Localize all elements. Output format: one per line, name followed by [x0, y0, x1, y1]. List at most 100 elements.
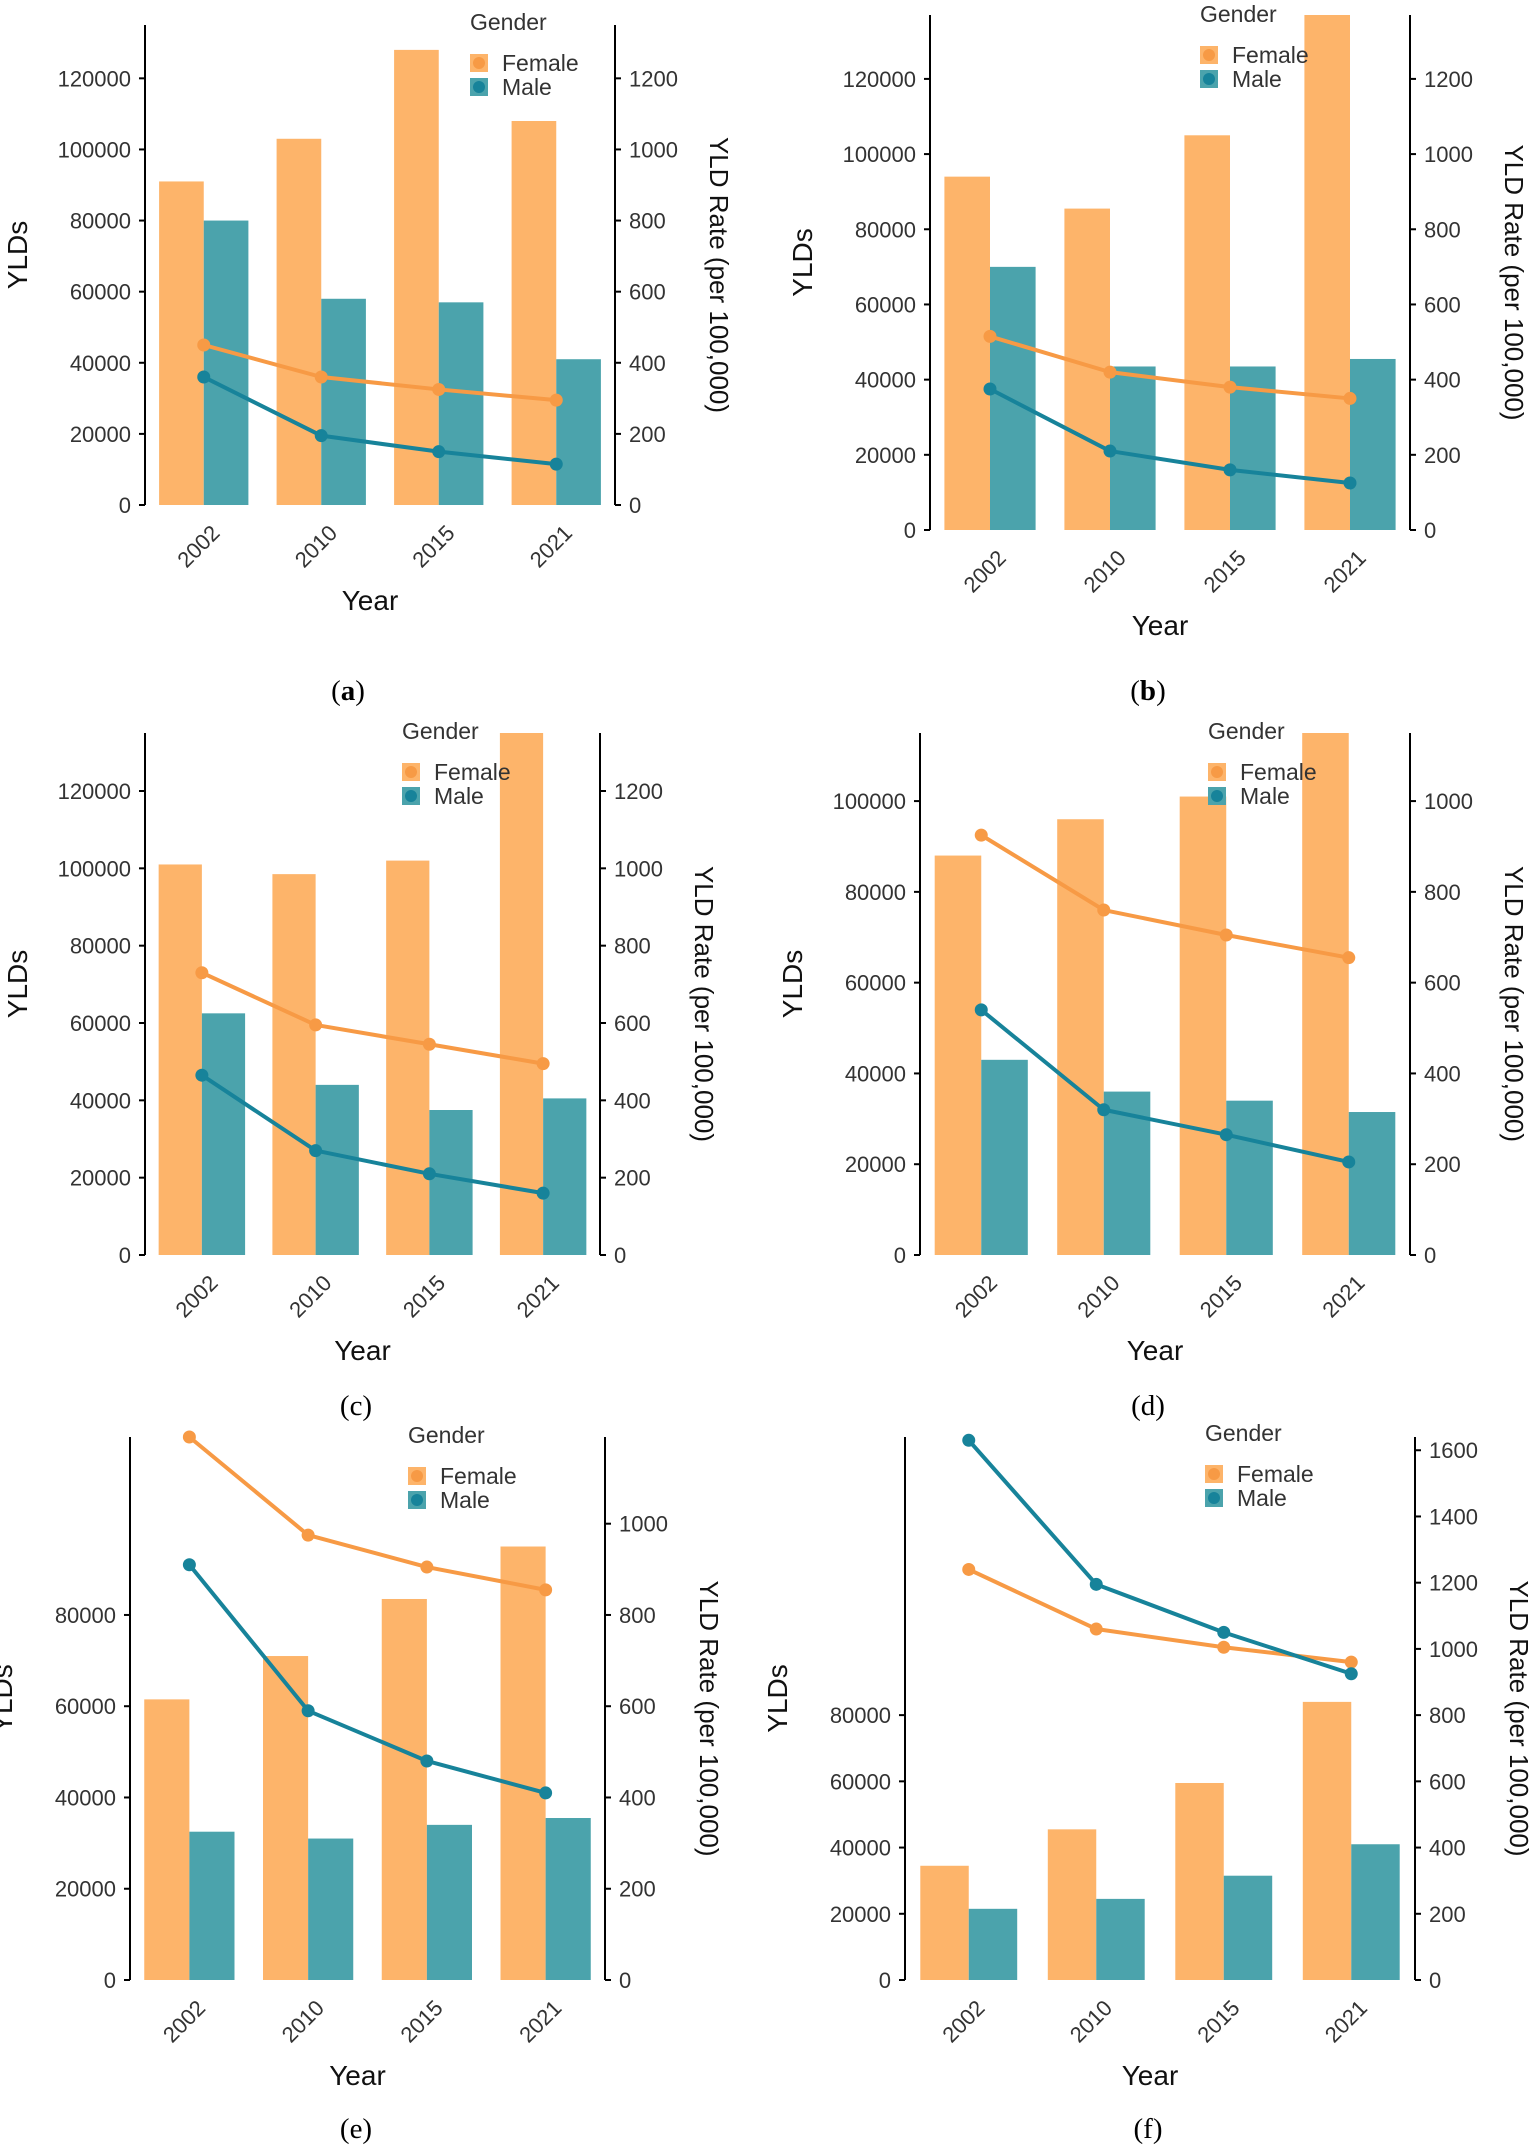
- line-a-male: [202, 375, 557, 467]
- y2-tick-label-a: 600: [629, 280, 666, 305]
- bar-d-male-2021: [1348, 1112, 1396, 1255]
- y-tick-label-f: 20000: [830, 1902, 891, 1927]
- panel-label-e: (e): [340, 2113, 372, 2145]
- y2-tick-label-f: 1600: [1429, 1438, 1478, 1463]
- y2-axis-title-d: YLD Rate (per 100,000): [1499, 866, 1529, 1142]
- y-tick-label-a: 80000: [70, 209, 131, 234]
- y2-tick-label-a: 1000: [629, 137, 678, 162]
- legend-title-d: Gender: [1208, 718, 1285, 744]
- y2-tick-label-f: 800: [1429, 1703, 1466, 1728]
- legend-marker-e-male: [411, 1494, 423, 1506]
- legend-label-a-female: Female: [502, 50, 579, 76]
- legend-label-f-male: Male: [1237, 1485, 1287, 1511]
- y-tick-label-c: 120000: [58, 779, 131, 804]
- bar-d-female-2015: [1179, 796, 1227, 1255]
- point-e-female-2021: [539, 1583, 553, 1597]
- y2-axis-title-f: YLD Rate (per 100,000): [1504, 1580, 1534, 1856]
- line-e-male: [187, 1563, 547, 1795]
- bar-c-female-2015: [386, 860, 430, 1255]
- point-c-female-2021: [536, 1057, 550, 1071]
- y-tick-label-c: 60000: [70, 1011, 131, 1036]
- y-tick-label-a: 60000: [70, 280, 131, 305]
- x-tick-label-f: 2015: [1192, 1995, 1244, 2047]
- y2-tick-label-c: 0: [614, 1243, 626, 1268]
- legend-label-e-male: Male: [440, 1487, 490, 1513]
- y-tick-label-b: 60000: [855, 292, 916, 317]
- y2-tick-label-f: 200: [1429, 1902, 1466, 1927]
- bar-b-female-2021: [1304, 15, 1350, 530]
- y-axis-title-f: YLDs: [762, 1664, 793, 1732]
- y2-axis-title-c: YLD Rate (per 100,000): [689, 866, 719, 1142]
- y2-tick-label-c: 800: [614, 934, 651, 959]
- bar-e-male-2015: [426, 1824, 472, 1980]
- y2-tick-label-f: 0: [1429, 1968, 1441, 1993]
- y-tick-label-c: 80000: [70, 934, 131, 959]
- y2-tick-label-c: 1200: [614, 779, 663, 804]
- line-d-female: [980, 833, 1350, 960]
- bar-f-male-2002: [968, 1908, 1018, 1980]
- point-d-female-2015: [1219, 928, 1233, 942]
- y2-tick-label-d: 600: [1424, 971, 1461, 996]
- point-d-male-2010: [1097, 1103, 1111, 1117]
- line-a-female: [203, 343, 557, 403]
- y2-tick-label-c: 400: [614, 1088, 651, 1113]
- chart-panel-e: 0 20000 40000 60000 80000 0 200 400 600 800 1000 20…: [0, 1422, 724, 2145]
- point-b-male-2010: [1103, 444, 1117, 458]
- legend-label-e-female: Female: [440, 1463, 517, 1489]
- bar-c-male-2010: [315, 1084, 359, 1255]
- point-e-male-2015: [420, 1754, 434, 1768]
- y2-tick-label-b: 1000: [1424, 142, 1473, 167]
- x-tick-label-e: 2002: [158, 1995, 210, 2047]
- bar-d-female-2010: [1057, 819, 1104, 1255]
- chart-panel-a: 0 20000 40000 60000 80000 100000 120000 0 200 400…: [2, 9, 734, 707]
- chart-panel-d: 0 20000 40000 60000 80000 100000 0 200 400 600 800…: [777, 718, 1529, 1422]
- y-tick-label-e: 60000: [55, 1694, 116, 1719]
- y-tick-label-c: 100000: [58, 856, 131, 881]
- legend-label-c-female: Female: [434, 759, 511, 785]
- point-f-male-2021: [1344, 1667, 1358, 1681]
- panel-label-a: (a): [331, 675, 365, 707]
- point-b-female-2002: [983, 329, 997, 343]
- x-tick-label-c: 2002: [170, 1270, 222, 1322]
- bar-d-male-2015: [1226, 1100, 1273, 1255]
- y2-tick-label-e: 600: [619, 1694, 656, 1719]
- line-e-female: [188, 1435, 547, 1592]
- y2-tick-label-c: 200: [614, 1166, 651, 1191]
- y-tick-label-d: 60000: [845, 971, 906, 996]
- legend-title-b: Gender: [1200, 1, 1277, 27]
- y-tick-label-f: 60000: [830, 1769, 891, 1794]
- point-e-female-2015: [420, 1560, 434, 1574]
- bar-b-male-2021: [1350, 358, 1396, 530]
- x-axis-title-e: Year: [329, 2060, 386, 2091]
- legend-label-a-male: Male: [502, 74, 552, 100]
- x-tick-label-c: 2021: [512, 1270, 564, 1322]
- chart-panel-f: 0 20000 40000 60000 80000 0 200 400 600 800 1000 12…: [762, 1420, 1534, 2145]
- y2-tick-label-a: 200: [629, 422, 666, 447]
- point-d-female-2021: [1342, 951, 1356, 965]
- bar-a-female-2015: [394, 49, 439, 506]
- y2-axis-title-e: YLD Rate (per 100,000): [694, 1580, 724, 1856]
- point-a-male-2002: [197, 370, 211, 384]
- y-tick-label-d: 40000: [845, 1061, 906, 1086]
- bar-b-female-2002: [944, 176, 990, 530]
- bar-e-male-2010: [308, 1838, 354, 1980]
- legend-marker-f-male: [1208, 1492, 1220, 1504]
- bar-f-female-2010: [1047, 1829, 1097, 1980]
- point-a-male-2015: [432, 445, 446, 459]
- bar-b-male-2015: [1230, 366, 1276, 530]
- y2-tick-label-d: 1000: [1424, 789, 1473, 814]
- legend-marker-e-female: [411, 1470, 423, 1482]
- legend-title-c: Gender: [402, 718, 479, 744]
- x-axis-title-d: Year: [1127, 1335, 1184, 1366]
- x-axis-title-c: Year: [334, 1335, 391, 1366]
- line-c-female: [201, 970, 544, 1066]
- bar-c-female-2010: [272, 874, 316, 1255]
- bar-d-female-2002: [934, 855, 982, 1255]
- y2-tick-label-e: 1000: [619, 1512, 668, 1537]
- y-tick-label-a: 120000: [58, 66, 131, 91]
- legend-marker-a-male: [473, 81, 485, 93]
- bar-a-male-2010: [321, 298, 366, 505]
- x-tick-label-a: 2015: [407, 520, 459, 572]
- point-c-male-2002: [195, 1068, 209, 1082]
